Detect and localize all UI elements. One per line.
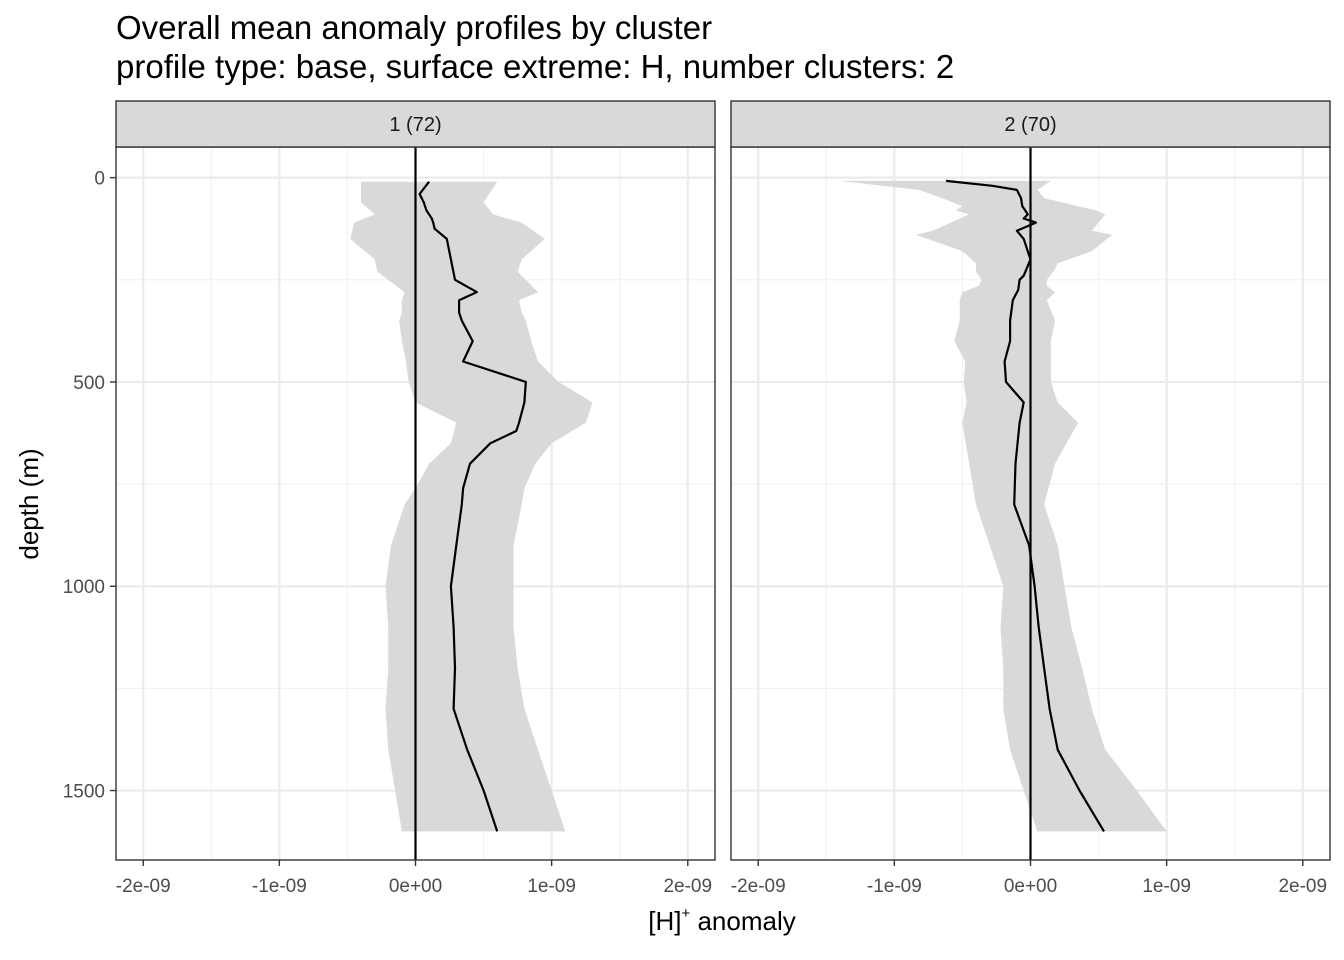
x-tick-label: 0e+00: [389, 876, 442, 897]
panel-1: 1 (72): [115, 100, 716, 861]
mean-profile-line: [418, 181, 527, 832]
chart-title: Overall mean anomaly profiles by cluster: [116, 9, 713, 46]
y-tick-label: 1500: [63, 782, 105, 803]
facet-strip: [730, 100, 1331, 148]
x-tick-label: 2e-09: [663, 876, 712, 897]
x-tick-label: -2e-09: [116, 876, 171, 897]
y-axis-title: depth (m): [14, 448, 44, 559]
facet-strip-label: 1 (72): [389, 114, 441, 136]
x-tick-label: 1e-09: [527, 876, 576, 897]
x-axis-title-sup: +: [681, 905, 690, 922]
x-tick-label: 1e-09: [1142, 876, 1191, 897]
panel-2: 2 (70): [730, 100, 1331, 861]
confidence-band: [839, 180, 1167, 832]
mean-profile-line: [945, 179, 1105, 832]
x-tick-label: -1e-09: [867, 876, 922, 897]
x-axis-title-rest: anomaly: [690, 906, 796, 936]
x-tick-label: 0e+00: [1004, 876, 1057, 897]
x-tick-label: -2e-09: [731, 876, 786, 897]
facet-strip-label: 2 (70): [1004, 114, 1056, 136]
y-tick-label: 1000: [63, 577, 105, 598]
chart-subtitle: profile type: base, surface extreme: H, …: [116, 48, 955, 85]
x-tick-label: -1e-09: [252, 876, 307, 897]
x-tick-label: 2e-09: [1278, 876, 1327, 897]
y-tick-label: 0: [94, 169, 105, 190]
facet-strip: [115, 100, 716, 148]
title-block: Overall mean anomaly profiles by cluster…: [116, 8, 954, 86]
y-tick-label: 500: [73, 373, 105, 394]
confidence-band: [350, 181, 593, 832]
x-axis-title: [H]+ anomaly: [648, 905, 796, 936]
x-axis-title-main: [H]: [648, 906, 681, 936]
